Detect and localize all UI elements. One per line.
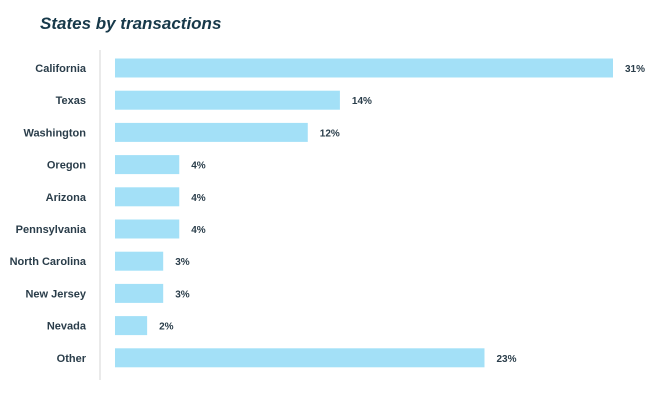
value-label: 31%	[625, 64, 645, 75]
value-label: 3%	[175, 289, 190, 300]
bar	[115, 283, 164, 303]
bar	[115, 219, 180, 239]
bar	[115, 58, 613, 78]
category-label: Washington	[23, 127, 86, 139]
category-label: Pennsylvania	[16, 224, 87, 236]
bar	[115, 187, 180, 207]
value-label: 4%	[191, 225, 206, 236]
category-label: Texas	[56, 95, 86, 107]
bar	[115, 348, 485, 368]
bar	[115, 90, 340, 110]
value-label: 4%	[191, 193, 206, 204]
category-label: Other	[57, 353, 87, 365]
chart-title: States by transactions	[40, 14, 222, 33]
category-label: Arizona	[46, 192, 87, 204]
value-label: 2%	[159, 322, 174, 333]
category-labels: California Texas Washington Oregon Arizona Pe…	[10, 63, 87, 365]
bars	[115, 58, 613, 368]
value-label: 4%	[191, 161, 206, 172]
bar	[115, 316, 148, 336]
value-label: 12%	[320, 128, 340, 139]
bar	[115, 155, 180, 175]
value-label: 23%	[496, 354, 516, 365]
bar	[115, 251, 164, 271]
category-label: California	[35, 63, 87, 75]
category-label: North Carolina	[10, 256, 87, 268]
value-labels: 31% 14% 12% 4% 4% 4% 3% 3% 2% 23%	[159, 64, 645, 365]
value-label: 14%	[352, 96, 372, 107]
category-label: Nevada	[47, 321, 87, 333]
category-label: Oregon	[47, 160, 86, 172]
value-label: 3%	[175, 257, 190, 268]
category-label: New Jersey	[25, 288, 86, 300]
bar	[115, 122, 308, 142]
